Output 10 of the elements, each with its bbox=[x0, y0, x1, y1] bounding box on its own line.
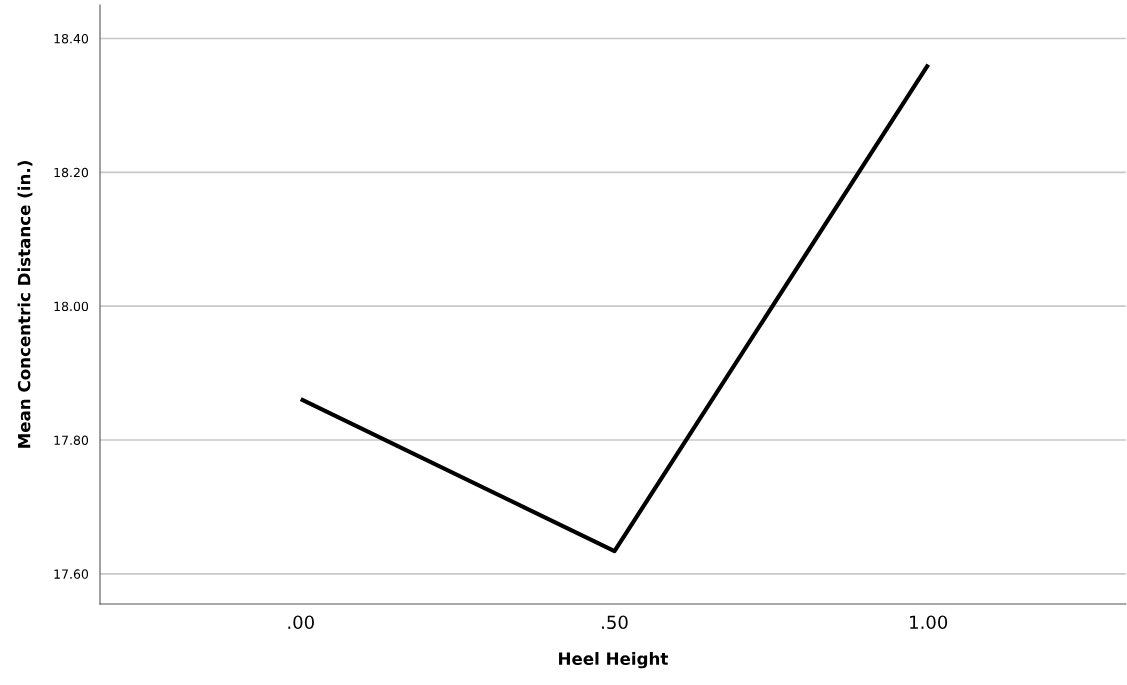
y-tick-label: 18.40 bbox=[54, 33, 89, 44]
y-tick-label: 17.60 bbox=[54, 569, 89, 579]
x-axis-title: Heel Height bbox=[559, 652, 668, 669]
y-axis-title: Mean Concentric Distance (in.) bbox=[17, 161, 33, 448]
y-tick-label: 17.80 bbox=[54, 435, 89, 445]
y-tick-label: 18.00 bbox=[54, 301, 89, 312]
x-tick-label: .00 bbox=[288, 615, 314, 630]
x-tick-label: .50 bbox=[602, 615, 628, 630]
x-tick-label: 1.00 bbox=[910, 615, 948, 630]
y-tick-label: 18.20 bbox=[54, 167, 89, 178]
